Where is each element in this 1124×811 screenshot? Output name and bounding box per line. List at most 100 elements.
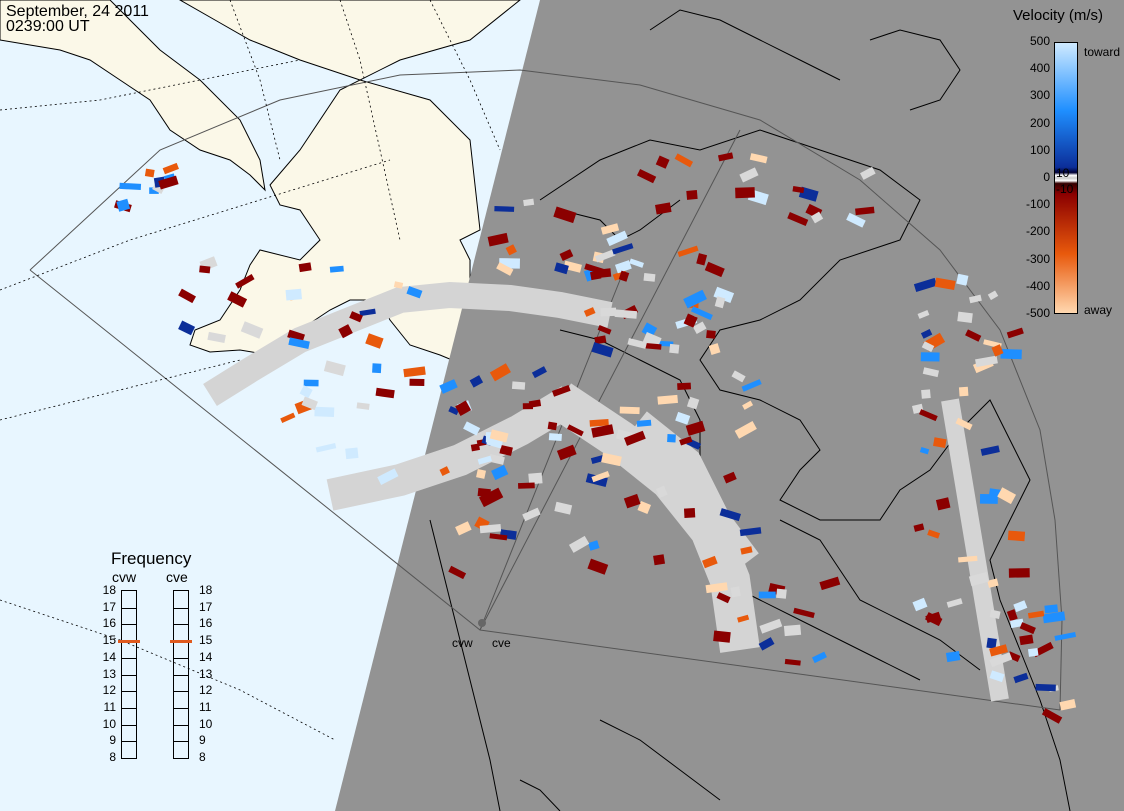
velocity-cell xyxy=(518,482,535,489)
velocity-cell xyxy=(1010,618,1024,629)
velocity-cell xyxy=(683,313,698,328)
velocity-cell xyxy=(152,184,164,194)
velocity-cell xyxy=(692,321,707,334)
velocity-cell xyxy=(759,618,783,634)
frequency-scale-label: 15 xyxy=(102,633,116,648)
velocity-cell xyxy=(741,379,762,392)
velocity-cell xyxy=(989,670,1005,683)
frequency-scale-label: 18 xyxy=(199,583,213,597)
velocity-cell xyxy=(359,308,376,317)
velocity-cell xyxy=(612,243,634,255)
velocity-cell xyxy=(614,260,632,274)
velocity-cell xyxy=(1007,530,1026,542)
frequency-marker xyxy=(170,640,192,644)
velocity-cell xyxy=(934,277,956,291)
velocity-cell xyxy=(448,406,460,416)
velocity-cell xyxy=(349,311,363,323)
velocity-cell xyxy=(591,470,610,483)
velocity-cell xyxy=(1054,631,1077,641)
velocity-cell xyxy=(594,268,612,279)
colorbar-tick-label: 200 xyxy=(1029,115,1050,130)
velocity-cell xyxy=(920,329,933,339)
velocity-cell xyxy=(158,175,179,190)
beam-edge xyxy=(479,129,741,631)
velocity-cell xyxy=(653,554,666,566)
velocity-cell xyxy=(477,455,492,465)
land-chukotka xyxy=(0,0,266,192)
velocity-cell xyxy=(679,436,693,446)
velocity-cell xyxy=(1059,699,1077,711)
velocity-cell xyxy=(1019,622,1036,635)
velocity-cell xyxy=(476,468,487,479)
frequency-radar-name-cve: cve xyxy=(166,569,188,585)
velocity-cell xyxy=(522,403,534,410)
frequency-marker xyxy=(118,640,140,644)
frequency-gridline xyxy=(174,741,188,743)
velocity-cell xyxy=(301,396,318,411)
frequency-scale-label: 9 xyxy=(109,733,116,748)
velocity-cell xyxy=(637,501,652,515)
velocity-cell xyxy=(393,281,404,289)
velocity-cell xyxy=(986,637,997,649)
frequency-scale-label: 14 xyxy=(199,649,213,664)
velocity-cell xyxy=(945,650,961,663)
frequency-gridline xyxy=(122,741,136,743)
velocity-cell xyxy=(713,630,731,643)
velocity-cell xyxy=(749,153,768,164)
colorbar-title: Velocity (m/s) xyxy=(1013,7,1104,24)
velocity-cell xyxy=(739,527,762,537)
velocity-cell xyxy=(487,232,509,247)
velocity-cell xyxy=(463,421,481,436)
velocity-cell xyxy=(489,363,511,382)
velocity-cell xyxy=(810,211,824,224)
velocity-cell xyxy=(590,454,606,464)
velocity-cell xyxy=(1013,600,1028,613)
velocity-cell xyxy=(600,223,620,235)
velocity-cell xyxy=(235,274,255,289)
velocity-cell xyxy=(1019,634,1034,646)
velocity-cell xyxy=(792,186,805,194)
frequency-scale-label: 14 xyxy=(102,649,116,664)
frequency-scale-label: 13 xyxy=(102,666,116,681)
velocity-cell xyxy=(683,508,696,518)
colorbar-tick-label: -100 xyxy=(1025,197,1050,212)
velocity-cell xyxy=(643,342,662,350)
velocity-cell xyxy=(735,187,755,199)
velocity-cell xyxy=(987,578,999,588)
velocity-cell xyxy=(935,497,951,511)
velocity-colorbar xyxy=(1054,42,1078,314)
velocity-cell xyxy=(594,249,616,263)
velocity-cell xyxy=(600,307,617,317)
velocity-cell xyxy=(989,644,1008,657)
velocity-cell xyxy=(488,453,505,465)
velocity-cell xyxy=(489,533,508,541)
velocity-cell xyxy=(559,249,574,261)
velocity-cell xyxy=(636,419,652,427)
velocity-cell xyxy=(675,411,691,425)
velocity-cell xyxy=(667,434,676,443)
frequency-scale-label: 8 xyxy=(109,750,116,764)
velocity-vectors xyxy=(114,152,1077,724)
velocity-cell xyxy=(669,343,680,354)
colorbar-tick-label: 400 xyxy=(1029,61,1050,76)
velocity-cell xyxy=(288,337,310,349)
velocity-cell xyxy=(655,202,672,215)
velocity-cell xyxy=(323,360,346,377)
velocity-cell xyxy=(925,611,942,624)
velocity-cell xyxy=(619,406,640,415)
velocity-cell xyxy=(356,402,370,410)
velocity-cell xyxy=(819,576,841,591)
velocity-cell xyxy=(927,529,941,539)
velocity-cell xyxy=(523,198,535,207)
velocity-cell xyxy=(702,555,718,569)
velocity-cell xyxy=(708,343,721,355)
velocity-cell xyxy=(479,487,504,508)
velocity-cell xyxy=(714,296,726,309)
velocity-cell xyxy=(594,335,607,345)
velocity-cell xyxy=(921,389,931,399)
velocity-cell xyxy=(439,466,450,477)
velocity-cell xyxy=(439,379,458,394)
velocity-cell xyxy=(528,472,543,485)
velocity-cell xyxy=(469,375,484,388)
velocity-cell xyxy=(922,367,940,378)
